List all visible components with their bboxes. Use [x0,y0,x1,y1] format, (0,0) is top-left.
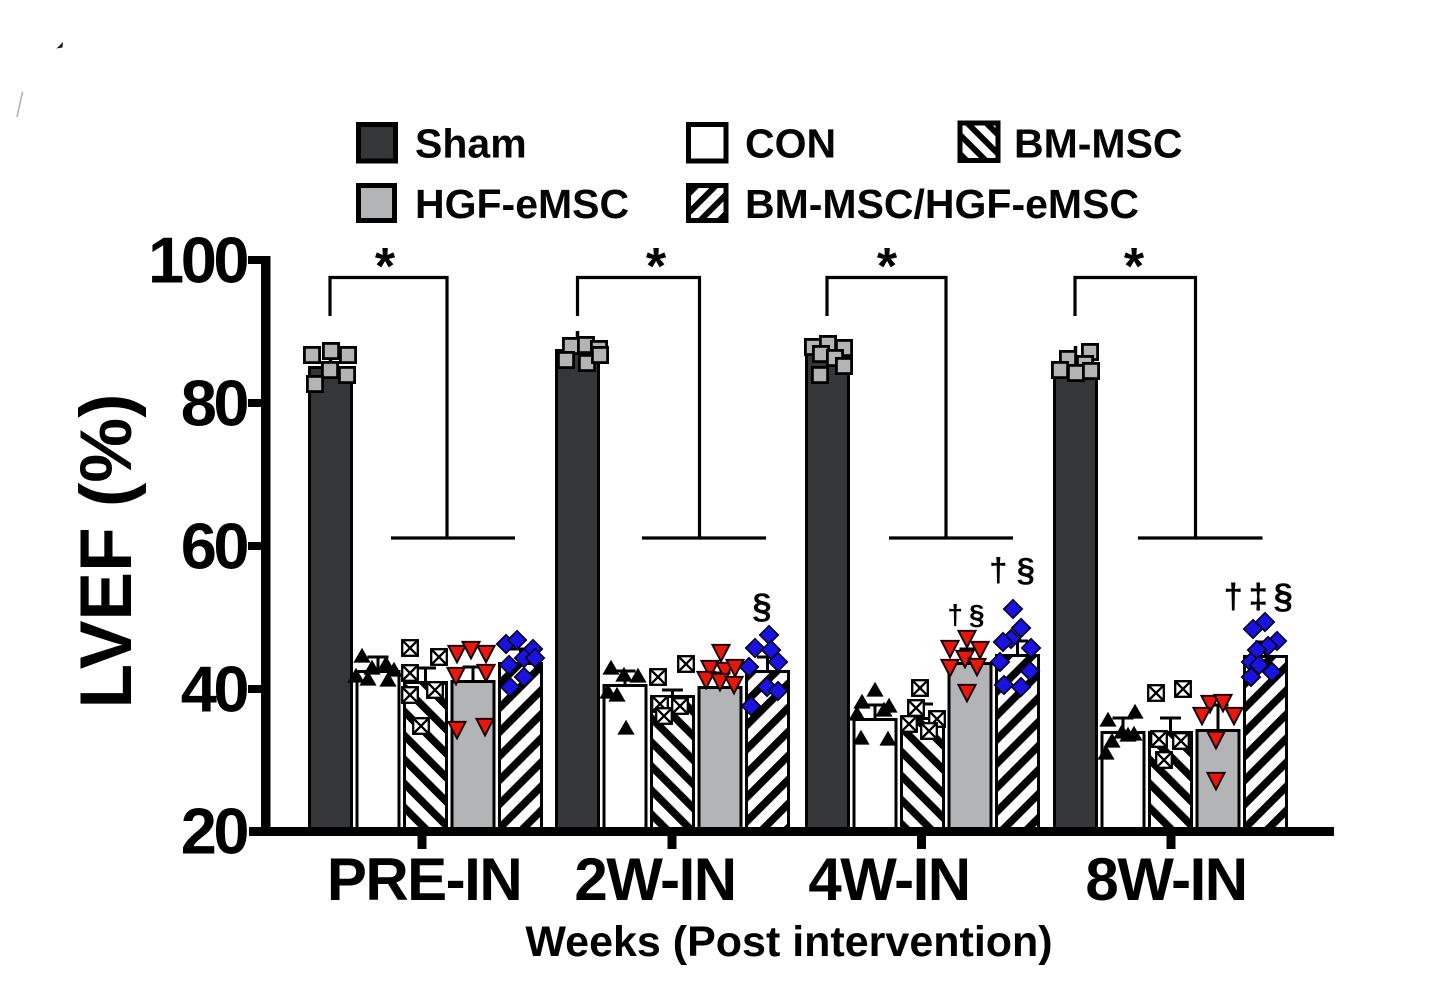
svg-text:*: * [1124,238,1145,296]
svg-text:CON: CON [745,121,836,167]
svg-text:§: § [752,587,771,626]
svg-text:†‡§: †‡§ [1224,577,1299,616]
svg-text:80: 80 [181,367,248,440]
svg-text:BM-MSC: BM-MSC [1014,121,1183,167]
svg-text:LVEF (%): LVEF (%) [66,394,147,709]
svg-text:2W-IN: 2W-IN [574,846,735,913]
svg-text:BM-MSC/HGF-eMSC: BM-MSC/HGF-eMSC [745,181,1139,227]
svg-text:40: 40 [181,653,248,726]
svg-text:PRE-IN: PRE-IN [327,846,521,913]
svg-text:*: * [877,238,898,296]
svg-text:60: 60 [181,510,248,583]
svg-text:†§: †§ [947,599,990,630]
svg-text:Weeks (Post intervention): Weeks (Post intervention) [525,918,1052,966]
svg-text:4W-IN: 4W-IN [808,846,969,913]
svg-text:20: 20 [181,795,248,868]
svg-text:*: * [646,238,667,296]
svg-text:† §: † § [989,551,1035,588]
svg-text:8W-IN: 8W-IN [1085,846,1246,913]
svg-text:*: * [375,238,396,296]
svg-text:Sham: Sham [415,121,527,167]
svg-text:100: 100 [148,224,247,297]
svg-text:HGF-eMSC: HGF-eMSC [415,181,629,227]
